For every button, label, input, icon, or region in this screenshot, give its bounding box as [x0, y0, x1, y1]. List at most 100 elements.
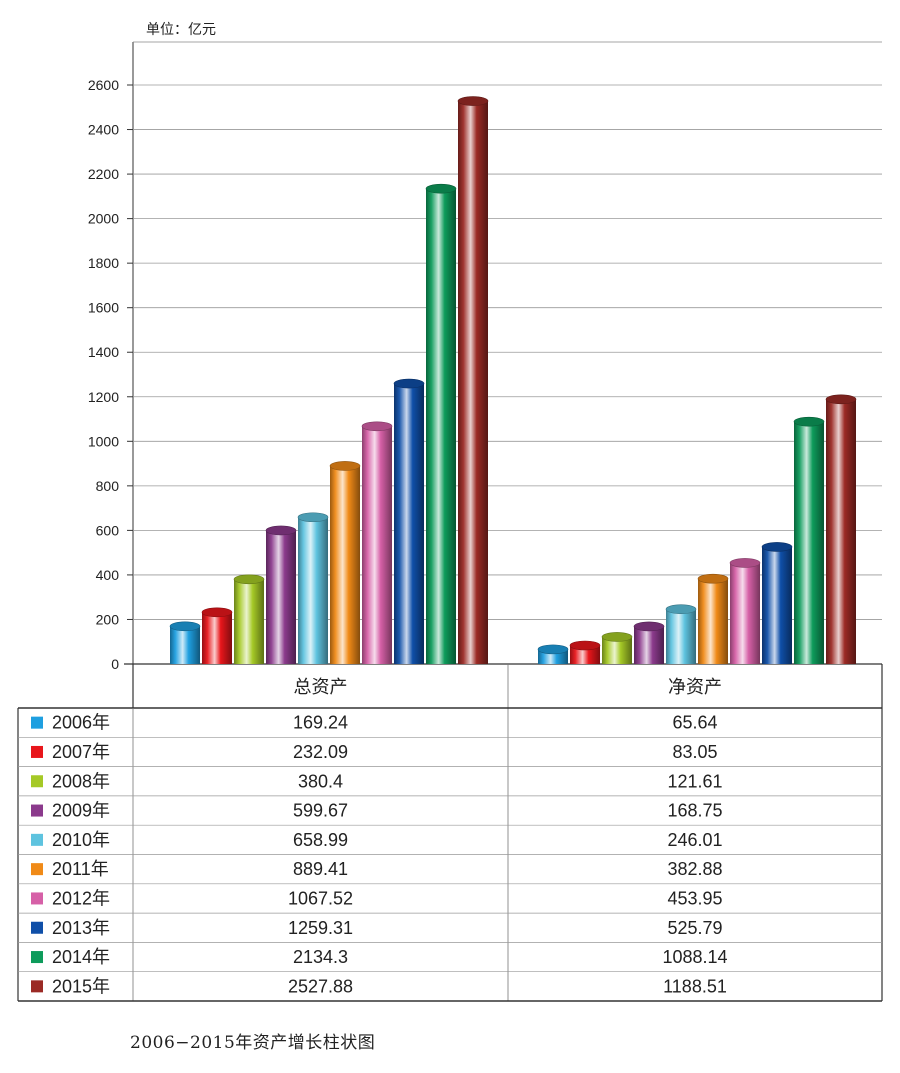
data-label: 169.24: [293, 713, 348, 733]
legend-swatch: [31, 921, 43, 934]
y-tick-label: 400: [96, 567, 120, 583]
bar-2014年-总资产: [425, 183, 457, 664]
bar-body: [266, 530, 296, 664]
bar-body: [298, 517, 328, 664]
bar-body: [458, 101, 488, 665]
bar-cap: [633, 621, 665, 632]
y-tick-label: 2000: [88, 211, 119, 227]
data-label: 65.64: [672, 713, 717, 733]
y-tick-label: 1800: [88, 255, 119, 271]
y-tick-label: 800: [96, 478, 120, 494]
legend-label: 2006年: [52, 713, 110, 733]
legend-label: 2011年: [52, 859, 109, 879]
data-label: 1067.52: [288, 888, 353, 908]
legend-swatch: [31, 745, 43, 758]
y-tick-label: 1400: [88, 344, 119, 360]
legend-swatch: [31, 863, 43, 876]
bar-body: [170, 626, 200, 664]
data-label: 246.01: [667, 830, 722, 850]
data-label: 453.95: [667, 888, 722, 908]
bar-cap: [761, 542, 793, 552]
y-tick-label: 2200: [88, 166, 119, 182]
data-label: 2527.88: [288, 976, 353, 996]
bar-2011年-净资产: [697, 573, 729, 664]
bar-cap: [793, 416, 825, 427]
y-tick-label: 1200: [88, 389, 119, 405]
data-label: 1188.51: [663, 976, 727, 996]
bar-2007年-总资产: [201, 607, 233, 664]
bar-body: [698, 578, 728, 664]
bar-cap: [297, 512, 329, 523]
bar-2009年-净资产: [633, 621, 665, 664]
bar-2008年-净资产: [601, 632, 633, 664]
bar-2012年-净资产: [729, 558, 761, 664]
legend-swatch: [31, 833, 43, 846]
bar-2015年-净资产: [825, 394, 857, 664]
bar-cap: [201, 607, 233, 618]
legend-label: 2014年: [52, 947, 110, 967]
data-label: 525.79: [667, 918, 722, 938]
category-label: 总资产: [294, 677, 348, 698]
y-tick-label: 0: [111, 656, 119, 672]
bar-cap: [825, 394, 857, 405]
legend-label: 2010年: [52, 830, 110, 850]
legend-swatch: [31, 951, 43, 964]
data-table: 总资产 净资产 2006年 169.24 65.64 2007年 232.09 83.05 20…: [17, 664, 883, 1002]
legend-label: 2013年: [52, 918, 110, 938]
bar-cap: [425, 183, 457, 194]
bar-cap: [457, 96, 489, 106]
legend-swatch: [31, 892, 43, 905]
y-tick-label: 1000: [88, 433, 119, 449]
bar-2015年-总资产: [457, 96, 489, 665]
bar-cap: [329, 461, 361, 471]
bar-cap: [393, 378, 425, 389]
bar-body: [570, 645, 600, 664]
bar-cap: [265, 525, 297, 536]
bar-body: [234, 579, 264, 664]
data-label: 658.99: [293, 830, 348, 850]
data-label: 1088.14: [662, 947, 727, 967]
legend-label: 2015年: [52, 976, 110, 996]
unit-label: 单位：亿元: [146, 22, 216, 38]
data-label: 1259.31: [288, 918, 353, 938]
bar-cap: [601, 632, 633, 642]
bar-cap: [537, 644, 569, 655]
grid-lines: [124, 41, 882, 665]
bar-2010年-净资产: [665, 604, 697, 664]
bar-body: [634, 626, 664, 664]
bar-body: [666, 609, 696, 664]
bar-cap: [697, 573, 729, 584]
legend-swatch: [31, 980, 43, 993]
y-tick-label: 2600: [88, 77, 119, 93]
bar-2013年-总资产: [393, 378, 425, 664]
bar-2008年-总资产: [233, 574, 265, 664]
bar-cap: [665, 604, 697, 615]
legend-label: 2007年: [52, 742, 110, 762]
y-tick-label: 1600: [88, 300, 119, 316]
bar-2011年-总资产: [329, 461, 361, 664]
bar-cap: [361, 421, 393, 432]
legend-swatch: [31, 804, 43, 817]
bar-2013年-净资产: [761, 542, 793, 664]
bar-cap: [569, 640, 601, 651]
bar-body: [426, 188, 456, 664]
data-label: 380.4: [298, 771, 343, 791]
bar-2006年-总资产: [169, 621, 201, 664]
bar-cap: [729, 558, 761, 568]
data-label: 599.67: [293, 801, 348, 821]
data-label: 83.05: [672, 742, 717, 762]
bar-2010年-总资产: [297, 512, 329, 664]
legend-swatch: [31, 775, 43, 788]
legend-label: 2009年: [52, 801, 110, 821]
legend-swatch: [31, 716, 43, 729]
bars: [169, 96, 857, 665]
bar-body: [730, 562, 760, 664]
bar-body: [330, 465, 360, 664]
bar-body: [762, 546, 792, 664]
data-label: 889.41: [293, 859, 348, 879]
bar-body: [202, 612, 232, 664]
data-label: 2134.3: [293, 947, 348, 967]
legend-label: 2008年: [52, 771, 110, 791]
legend-label: 2012年: [52, 888, 110, 908]
data-label: 232.09: [293, 742, 348, 762]
